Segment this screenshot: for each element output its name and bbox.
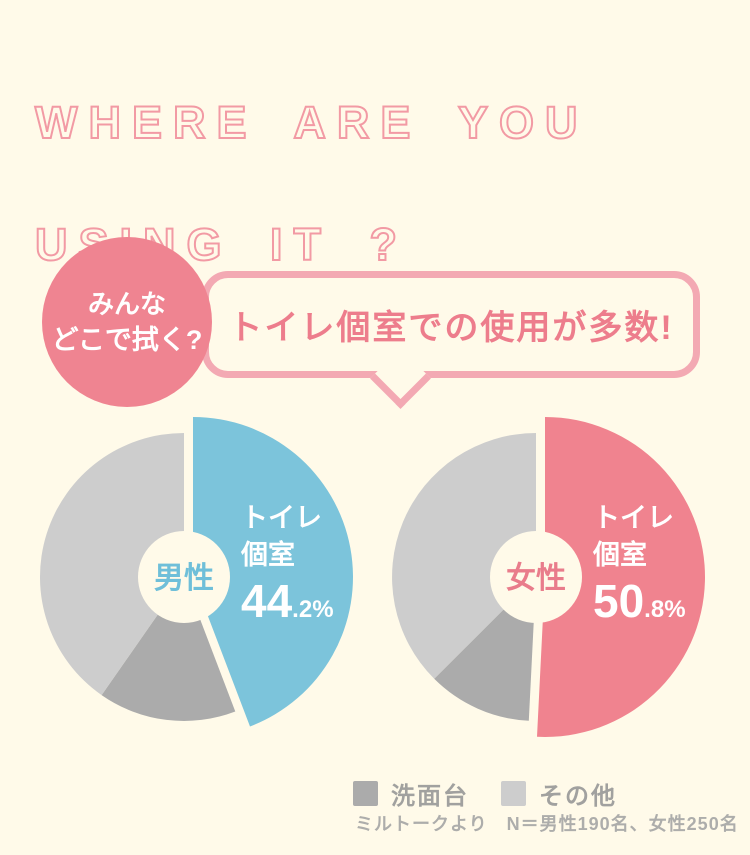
pie-center-hole (490, 531, 582, 623)
slice-label-line1: トイレ (241, 503, 322, 533)
pie-slice-0 (537, 417, 705, 737)
page-title: WHERE ARE YOU USING IT ? (34, 92, 589, 275)
legend-item-other: その他 (501, 776, 617, 811)
speech-bubble: トイレ個室での使用が多数! (202, 271, 700, 378)
slice-percent-female: 50.8% (593, 575, 686, 627)
pie-slices-male (39, 417, 353, 727)
legend-swatch-washbasin (353, 781, 378, 806)
pie-chart-female: 女性 トイレ 個室 50.8% (392, 417, 705, 737)
pie-center-label-female: 女性 (506, 561, 566, 595)
pie-slice-0 (193, 417, 353, 727)
question-badge-line2: どこで拭く? (51, 324, 203, 355)
legend-label-other: その他 (539, 783, 617, 810)
pie-slice-2 (39, 433, 184, 696)
slice-label-line1: トイレ (593, 503, 674, 533)
legend-swatch-other (501, 781, 526, 806)
question-badge: みんな どこで拭く? (42, 237, 212, 407)
pie-chart-male: 男性 トイレ 個室 44.2% (39, 417, 353, 727)
pie-slice-2 (392, 433, 536, 679)
question-badge-line1: みんな (87, 288, 166, 319)
slice-percent-male: 44.2% (241, 575, 334, 627)
source-footnote: ミルトークより N＝男性190名、女性250名 (355, 814, 739, 834)
slice-label-line2: 個室 (592, 539, 647, 570)
pie-center-label-male: 男性 (154, 562, 214, 595)
slice-label-line2: 個室 (240, 539, 295, 570)
legend-label-washbasin: 洗面台 (391, 783, 469, 810)
legend-item-washbasin: 洗面台 (353, 776, 469, 811)
pie-slices-female (392, 417, 705, 737)
pie-slice-1 (101, 577, 236, 721)
pie-center-hole (138, 531, 230, 623)
page-title-line1: WHERE ARE YOU (34, 96, 589, 149)
speech-bubble-text: トイレ個室での使用が多数! (228, 309, 674, 347)
legend: 洗面台 その他 (353, 776, 617, 811)
